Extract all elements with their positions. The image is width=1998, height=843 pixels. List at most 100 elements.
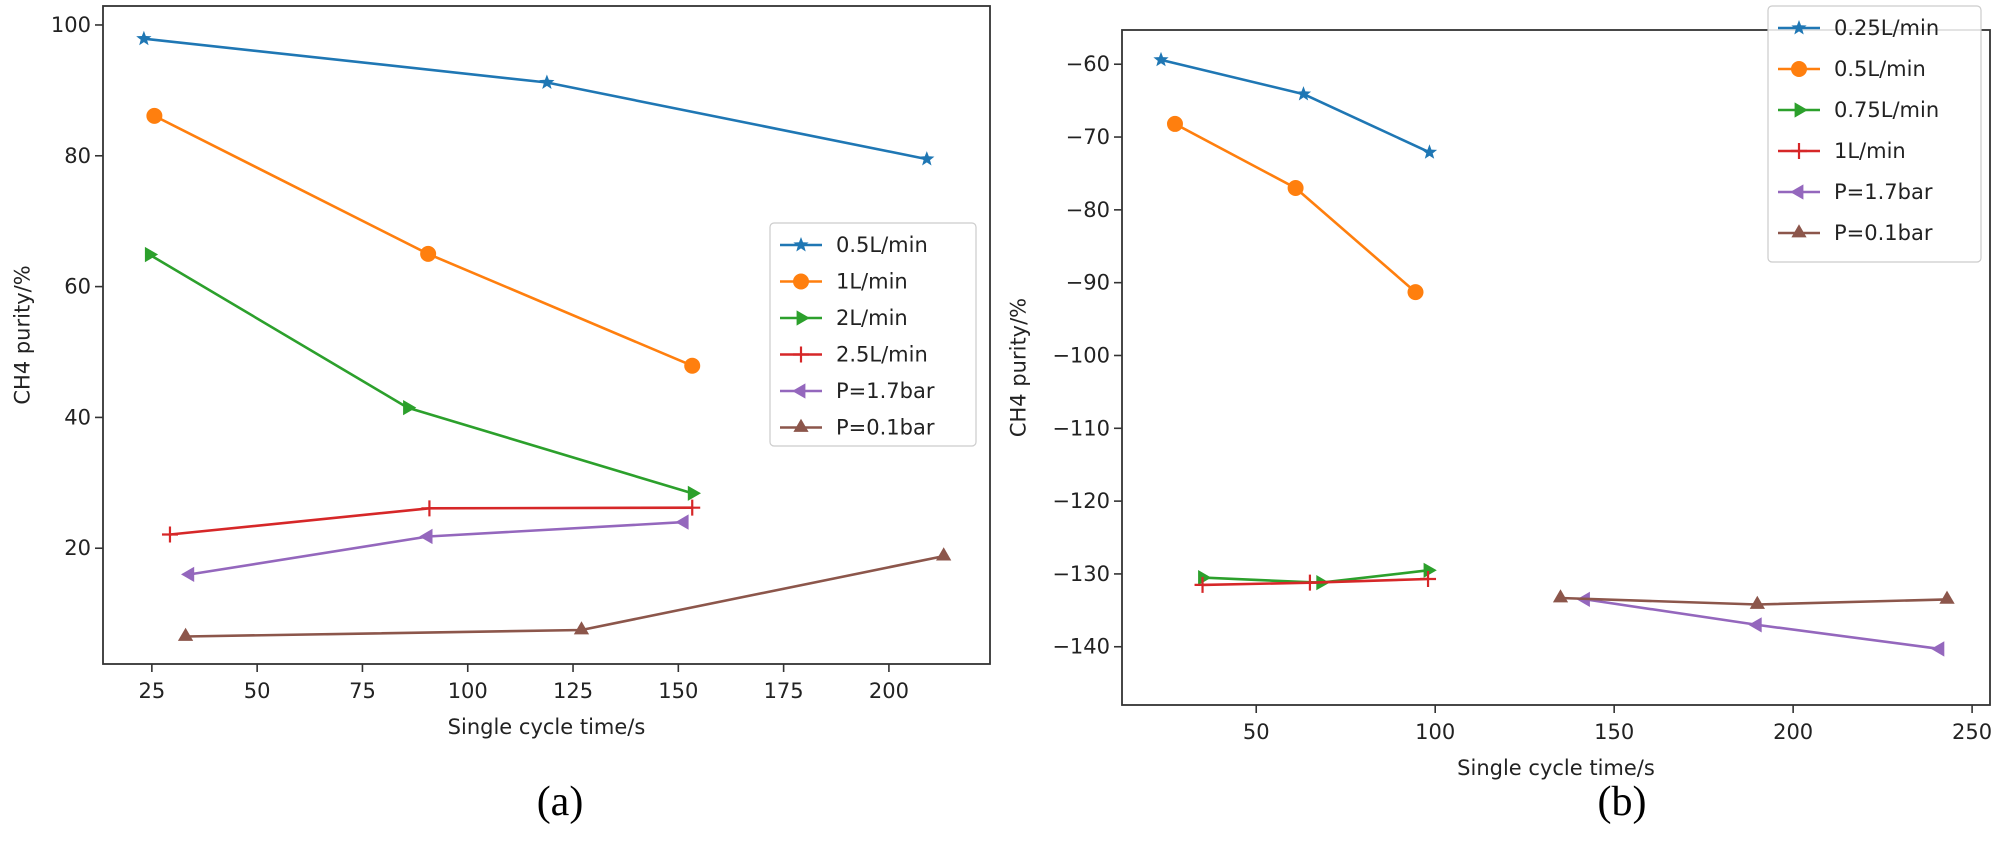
legend-marker [1791, 224, 1807, 238]
data-point [421, 500, 438, 517]
series-P=0.1bar [1552, 589, 1955, 609]
legend-label: 2L/min [836, 306, 908, 330]
x-tick-label: 150 [658, 679, 698, 703]
data-point [403, 400, 417, 416]
data-point [1552, 589, 1569, 603]
series-1L/min [146, 107, 701, 374]
data-point [1420, 571, 1437, 588]
legend-item: P=0.1bar [1778, 221, 1933, 245]
panel-caption: (a) [537, 779, 584, 825]
data-point [1194, 576, 1211, 593]
series-2.5L/min [161, 499, 701, 543]
data-point [1421, 144, 1438, 159]
x-tick-label: 200 [1773, 720, 1813, 744]
legend-label: 0.75L/min [1834, 98, 1939, 122]
legend-marker [1791, 20, 1807, 35]
y-tick-label: −140 [1052, 635, 1110, 659]
panel-caption: (b) [1598, 779, 1647, 825]
legend-marker [793, 237, 809, 252]
y-tick-label: −120 [1052, 489, 1110, 513]
data-point [675, 514, 689, 530]
series-0.5L/min [1166, 115, 1424, 301]
y-tick-label: −100 [1052, 343, 1110, 367]
data-point [1166, 115, 1183, 132]
data-point [419, 528, 433, 545]
x-tick-label: 175 [764, 679, 804, 703]
data-point [1301, 574, 1318, 591]
legend-item: P=1.7bar [1778, 180, 1933, 204]
legend-marker [796, 310, 810, 326]
legend-label: P=0.1bar [1834, 221, 1933, 245]
data-point [1295, 86, 1312, 101]
x-axis-label: Single cycle time/s [1457, 756, 1655, 780]
y-tick-label: −110 [1052, 416, 1110, 440]
x-tick-label: 150 [1594, 720, 1634, 744]
data-point [573, 621, 590, 635]
y-tick-label: −70 [1066, 125, 1110, 149]
data-point [919, 151, 935, 166]
series-P=1.7bar [1576, 591, 1945, 657]
legend-label: 0.5L/min [836, 233, 928, 257]
chart-panel-a: 25 50 75 100 125 150 175 200 20 40 60 80 100 Single c… [10, 5, 991, 825]
y-tick-label: −90 [1066, 271, 1110, 295]
legend-item: 0.25L/min [1778, 16, 1939, 40]
legend-item: P=0.1bar [780, 416, 935, 440]
legend-label: 1L/min [1834, 139, 1906, 163]
series-1L/min [1194, 571, 1437, 593]
data-point [684, 357, 701, 374]
x-tick-label: 75 [349, 679, 376, 703]
legend-label: 2.5L/min [836, 343, 928, 367]
legend: 0.5L/min 1L/min 2L/min 2.5L/min P=1.7bar P=0.… [769, 222, 977, 447]
legend-item: 1L/min [1778, 139, 1906, 163]
data-point [146, 107, 163, 124]
y-tick-label: 80 [64, 144, 91, 168]
legend-marker [793, 418, 809, 432]
data-point [687, 485, 701, 501]
legend-marker [1790, 184, 1804, 200]
legend-marker [1791, 61, 1807, 77]
y-tick-label: −60 [1066, 52, 1110, 76]
legend-item: P=1.7bar [780, 379, 935, 403]
x-axis-label: Single cycle time/s [448, 715, 646, 739]
legend-item: 2.5L/min [780, 343, 928, 367]
series-P=1.7bar [181, 514, 689, 582]
legend-item: 0.5L/min [1778, 57, 1926, 81]
series-0.25L/min [1153, 51, 1438, 159]
x-tick-label: 250 [1952, 720, 1992, 744]
series-P=0.1bar [177, 547, 952, 641]
legend-label: 0.5L/min [1834, 57, 1926, 81]
legend-item: 0.5L/min [780, 233, 928, 257]
y-axis-label: CH4 purity/% [1006, 298, 1030, 437]
data-point [161, 526, 178, 543]
legend-label: P=1.7bar [836, 379, 935, 403]
y-tick-label: −80 [1066, 198, 1110, 222]
legend-marker [793, 346, 809, 363]
data-point [1153, 51, 1169, 67]
chart-panel-b: 50 100 150 200 250 −60 −70 −80 −90 −100 −110 −120 −1… [1006, 5, 1992, 825]
legend-item: 0.75L/min [1778, 98, 1939, 122]
data-point [1423, 562, 1437, 578]
series-2L/min [144, 246, 701, 501]
data-point [684, 499, 701, 516]
legend-item: 1L/min [780, 270, 908, 294]
y-axis-label: CH4 purity/% [10, 265, 34, 404]
legend-item: 2L/min [780, 306, 908, 330]
legend-marker [1794, 102, 1808, 118]
legend-marker [1791, 143, 1807, 159]
data-point [1931, 641, 1945, 657]
data-point [1749, 595, 1765, 609]
data-point [1939, 590, 1955, 604]
data-point [539, 74, 555, 89]
x-tick-label: 25 [138, 679, 165, 703]
legend-box [1767, 5, 1982, 263]
y-tick-label: 60 [64, 275, 91, 299]
legend-label: P=0.1bar [836, 416, 935, 440]
x-tick-label: 100 [448, 679, 488, 703]
legend-label: 1L/min [836, 270, 908, 294]
x-tick-label: 125 [553, 679, 593, 703]
legend-label: P=1.7bar [1834, 180, 1933, 204]
y-tick-label: −130 [1052, 562, 1110, 586]
x-tick-label: 50 [244, 679, 271, 703]
